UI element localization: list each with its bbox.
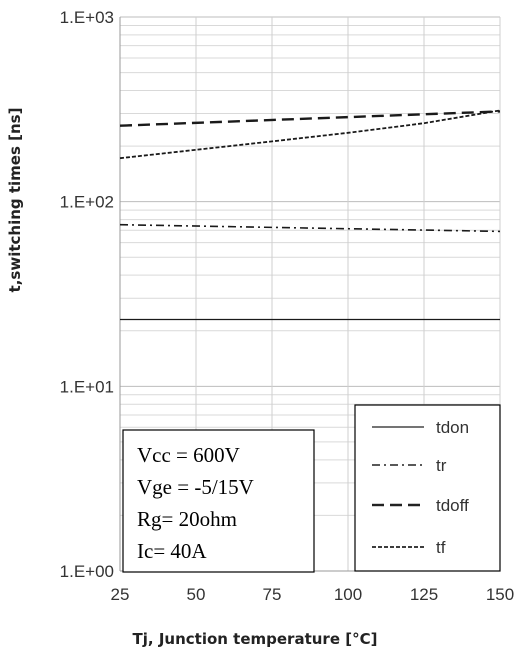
condition-ic: Ic= 40A [137,539,207,563]
legend-label-tr: tr [436,456,447,475]
x-tick-label: 50 [187,585,206,604]
y-tick-label: 1.E+00 [60,562,114,581]
x-axis-title: Tj, Junction temperature [°C] [133,630,378,648]
condition-vcc: Vcc = 600V [137,443,240,467]
condition-rg: Rg= 20ohm [137,507,237,531]
x-tick-label: 75 [263,585,282,604]
series-line-tf [119,109,501,160]
y-tick-label: 1.E+01 [60,377,114,396]
legend-label-tdoff: tdoff [436,496,469,515]
y-tick-label: 1.E+02 [60,193,114,212]
y-axis-title: t,switching times [ns] [6,108,24,293]
x-tick-label: 150 [486,585,514,604]
x-tick-label: 100 [334,585,362,604]
legend-label-tdon: tdon [436,418,469,437]
legend-label-tf: tf [436,538,446,557]
conditions-box: Vcc = 600V Vge = -5/15V Rg= 20ohm Ic= 40… [122,429,315,573]
y-tick-label: 1.E+03 [60,8,114,27]
legend: tdon tr tdoff tf [354,404,501,572]
grid [119,16,501,572]
x-tick-label: 25 [111,585,130,604]
tick-labels: 1.E+00 1.E+01 1.E+02 1.E+03 25 50 75 100 125 150 [60,8,515,604]
condition-vge: Vge = -5/15V [137,475,254,499]
series-lines [119,109,501,321]
series-line-tdoff [119,110,501,127]
x-tick-label: 125 [410,585,438,604]
